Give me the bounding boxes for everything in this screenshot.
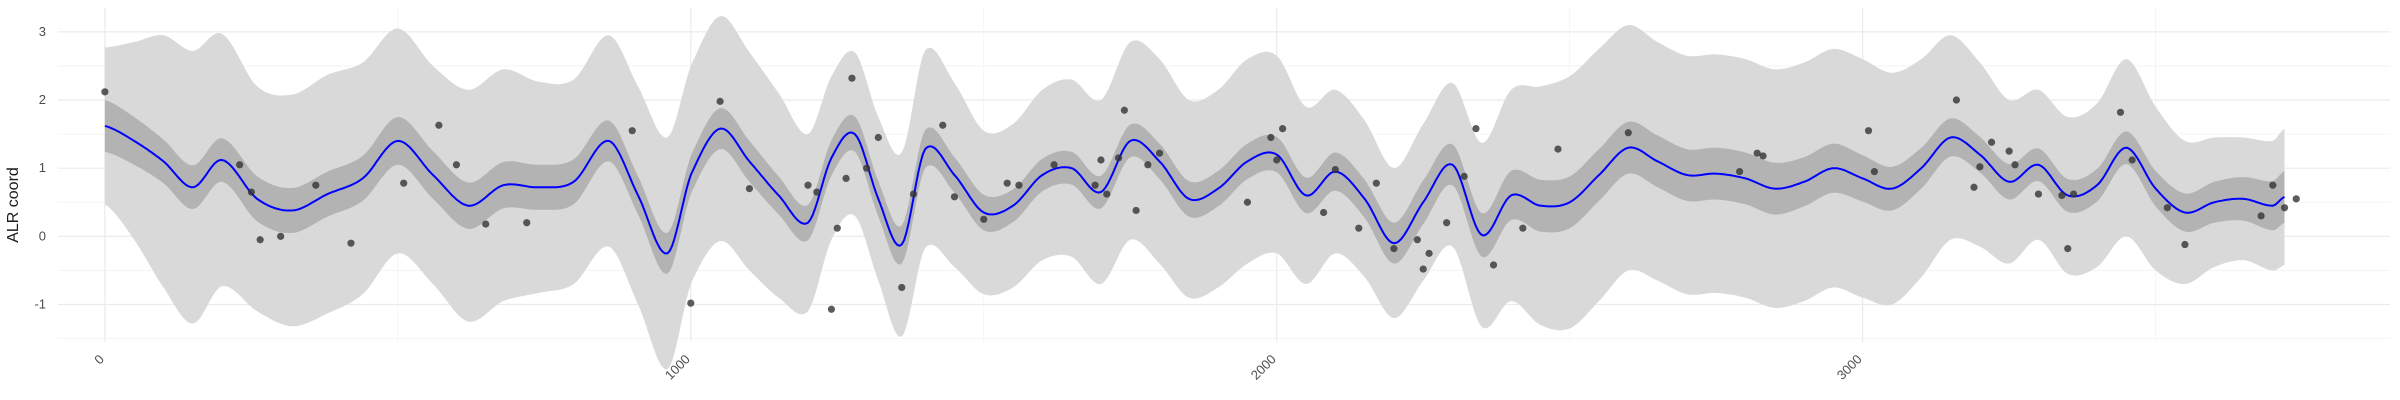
data-point: [2181, 240, 2189, 249]
data-point: [1050, 161, 1058, 169]
y-tick-label: -1: [34, 297, 46, 312]
data-point: [1097, 156, 1105, 164]
data-point: [2163, 204, 2171, 212]
data-point: [347, 239, 355, 247]
data-point: [898, 283, 906, 292]
confidence-bands: [104, 16, 2285, 370]
data-point: [1243, 198, 1252, 206]
data-point: [628, 127, 636, 135]
data-point: [2069, 190, 2078, 198]
data-point: [2064, 245, 2072, 253]
data-point: [2116, 108, 2125, 116]
data-point: [1091, 181, 1099, 189]
data-point: [813, 188, 821, 196]
data-point: [1554, 145, 1562, 153]
inner-confidence-band: [104, 100, 2285, 274]
data-point: [2269, 181, 2277, 189]
data-point: [312, 181, 320, 189]
data-point: [1372, 179, 1380, 187]
data-point: [848, 74, 856, 82]
data-point: [833, 224, 841, 232]
data-point: [1114, 154, 1123, 162]
data-point: [827, 305, 836, 313]
data-point: [1015, 181, 1023, 189]
data-point: [482, 220, 490, 228]
data-point: [687, 299, 695, 307]
data-point: [1390, 245, 1398, 253]
data-point: [950, 193, 959, 201]
data-point: [2058, 191, 2066, 200]
y-tick-label: 3: [39, 24, 46, 39]
y-tick-label: 2: [39, 92, 46, 107]
data-point: [1753, 149, 1761, 157]
data-point: [1736, 167, 1744, 176]
data-point: [1443, 219, 1451, 227]
data-point: [2128, 156, 2136, 164]
data-point: [2005, 147, 2013, 155]
data-point: [842, 174, 850, 183]
x-tick-label: 2000: [1248, 352, 1279, 383]
data-point: [1120, 106, 1128, 114]
data-point: [1331, 165, 1339, 174]
data-point: [400, 179, 408, 187]
data-point: [1132, 206, 1140, 215]
data-point: [716, 97, 724, 105]
data-point: [1624, 129, 1632, 137]
data-point: [1320, 208, 1328, 217]
data-point: [1425, 249, 1433, 257]
data-point: [1759, 152, 1767, 160]
data-point: [1003, 179, 1011, 187]
x-tick-label: 3000: [1834, 352, 1865, 383]
data-point: [909, 190, 918, 198]
mean-line: [104, 124, 2286, 255]
data-point: [1144, 161, 1152, 169]
y-tick-label: 1: [39, 160, 46, 175]
data-point: [1976, 163, 1984, 171]
data-point: [1413, 236, 1421, 244]
data-point: [939, 121, 947, 129]
data-point: [1273, 156, 1281, 164]
data-point: [2280, 204, 2289, 212]
data-point: [1489, 261, 1498, 269]
data-point: [1155, 149, 1164, 157]
x-tick-label: 0: [91, 352, 107, 368]
data-point: [1519, 224, 1527, 232]
data-point: [1419, 265, 1427, 273]
data-point: [1970, 183, 1978, 191]
data-point: [2034, 190, 2043, 198]
data-point: [277, 232, 285, 240]
data-point: [1355, 224, 1363, 232]
data-point: [101, 88, 109, 96]
data-point: [236, 161, 244, 169]
data-point: [1103, 190, 1111, 198]
data-point: [256, 236, 264, 244]
observation-points: [101, 74, 2300, 313]
data-point: [523, 219, 531, 227]
data-point: [1460, 172, 1468, 180]
data-point: [745, 185, 753, 193]
data-point: [2011, 161, 2019, 169]
data-point: [1870, 167, 1878, 176]
data-point: [1864, 127, 1873, 135]
data-point: [2292, 195, 2300, 203]
y-axis-title: ALR coord: [5, 167, 22, 243]
data-point: [804, 181, 812, 189]
data-point: [862, 164, 871, 172]
mean-line-group: [104, 124, 2286, 255]
data-point: [452, 161, 461, 169]
data-point: [247, 188, 255, 196]
data-point: [1267, 133, 1275, 142]
data-point: [980, 215, 988, 223]
data-point: [1278, 125, 1287, 133]
data-point: [435, 121, 443, 129]
data-point: [2257, 212, 2265, 220]
data-point: [874, 133, 882, 142]
y-tick-label: 0: [39, 228, 46, 243]
data-point: [1472, 125, 1480, 133]
data-point: [1952, 96, 1961, 104]
data-point: [1987, 138, 1996, 146]
